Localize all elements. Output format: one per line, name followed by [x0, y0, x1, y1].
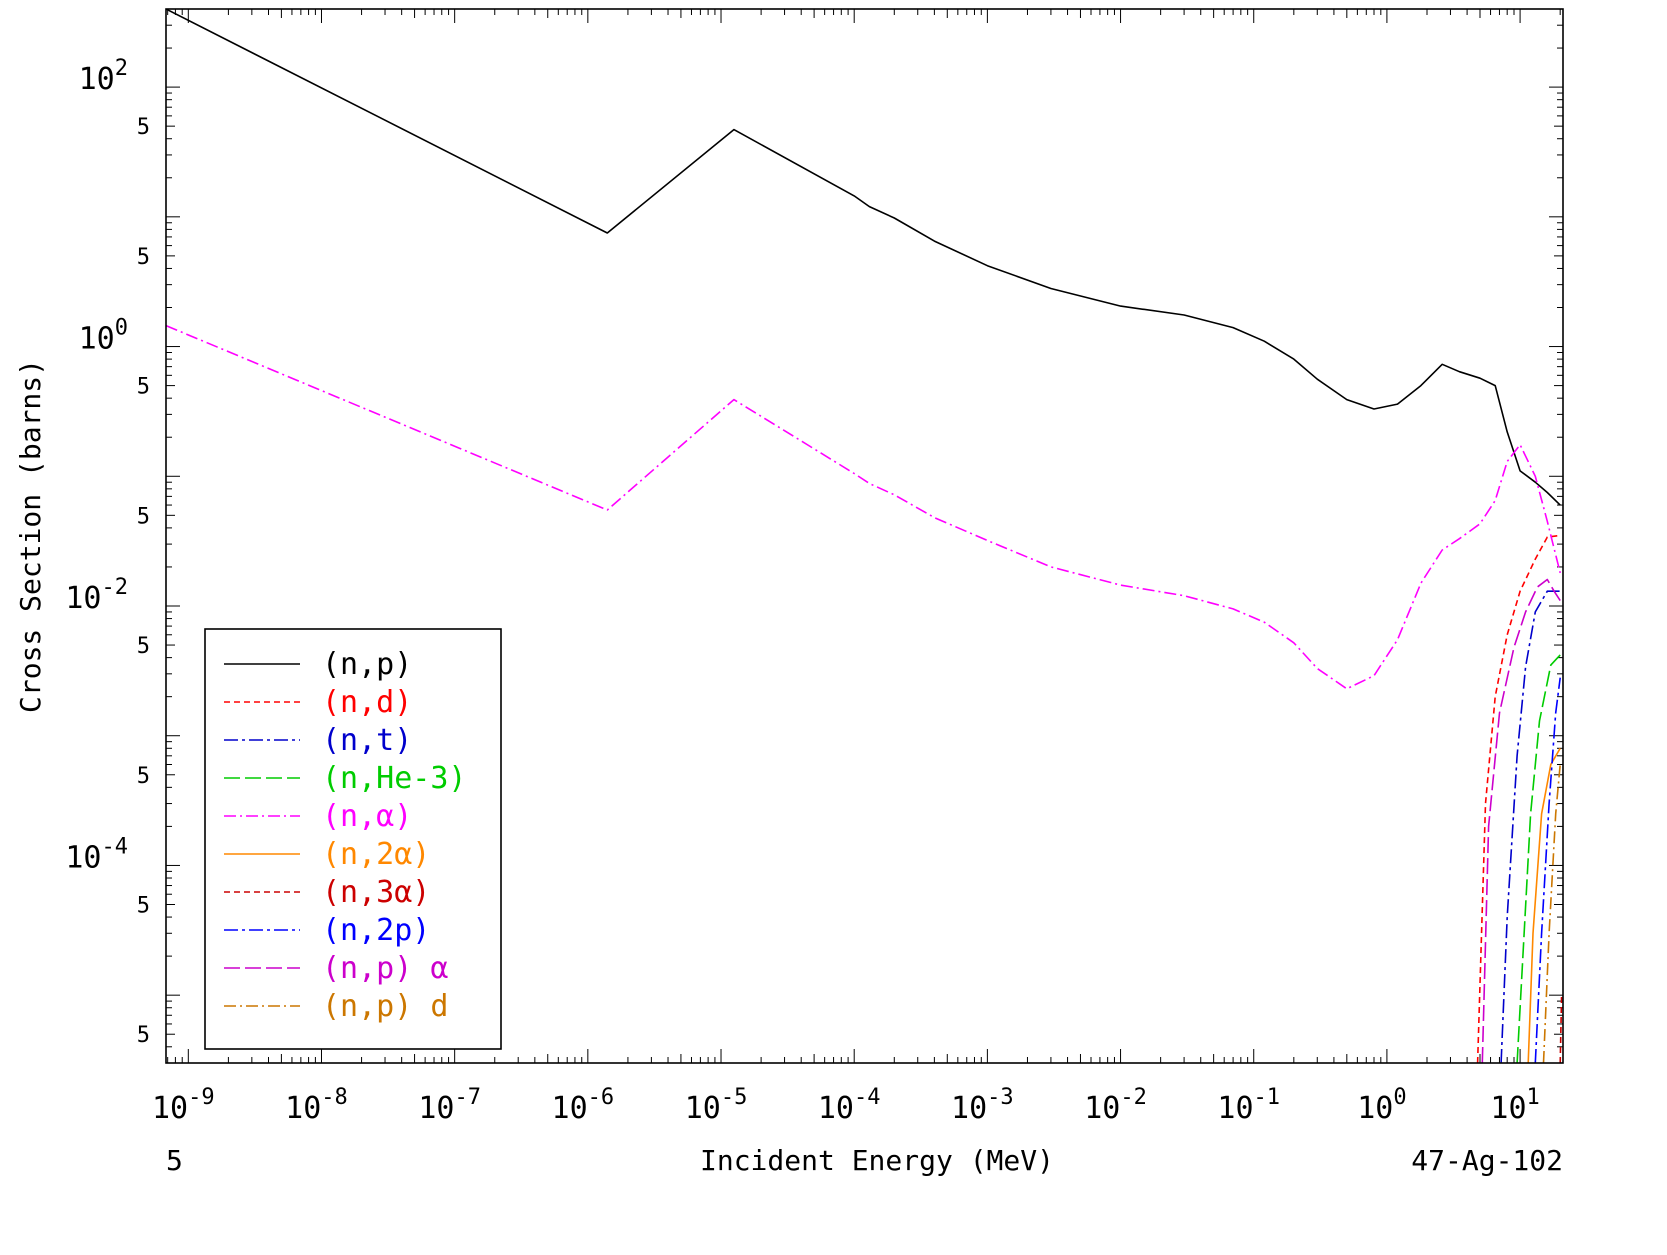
- y-tick-label: 10-2: [65, 575, 128, 616]
- legend-box: [204, 628, 502, 1050]
- footer-right-label: 47-Ag-102: [1411, 1144, 1563, 1177]
- y-minor-tick-label: 5: [137, 375, 150, 400]
- x-tick-label: 10-1: [1217, 1085, 1280, 1126]
- axis-ticks: [166, 8, 1563, 1064]
- y-minor-tick-label: 5: [137, 245, 150, 270]
- y-minor-tick-label: 5: [137, 634, 150, 659]
- x-tick-label: 10-8: [285, 1085, 348, 1126]
- x-tick-label: 10-3: [951, 1085, 1014, 1126]
- x-axis-title: Incident Energy (MeV): [700, 1144, 1054, 1177]
- x-tick-label: 10-2: [1084, 1085, 1147, 1126]
- footer-left-label: 5: [166, 1144, 183, 1177]
- series-line: [1534, 677, 1561, 1063]
- legend-label: (n,p) α: [322, 951, 448, 986]
- legend-label: (n,α): [322, 799, 412, 834]
- series-line: [1476, 534, 1561, 1063]
- series-line: [1542, 764, 1561, 1063]
- y-minor-tick-label: 5: [137, 1023, 150, 1048]
- y-minor-tick-label: 5: [137, 504, 150, 529]
- x-tick-label: 10-4: [818, 1085, 881, 1126]
- legend-label: (n,2α): [322, 837, 430, 872]
- series-line: [1516, 654, 1561, 1063]
- y-tick-label: 100: [79, 316, 128, 357]
- x-tick-label: 100: [1357, 1085, 1406, 1126]
- legend-label: (n,3α): [322, 875, 430, 910]
- y-tick-label: 102: [79, 56, 128, 97]
- x-tick-label: 10-6: [552, 1085, 615, 1126]
- x-tick-label: 10-9: [152, 1085, 215, 1126]
- plot-frame: [165, 8, 1564, 1064]
- x-tick-label: 101: [1490, 1085, 1539, 1126]
- legend: (n,p)(n,d)(n,t)(n,He-3)(n,α)(n,2α)(n,3α)…: [204, 628, 502, 1050]
- axis-tick-labels: 10-9 10-8 10-7 10-6 10-5 10-4 10-3 10-2 10-1 100 1…: [65, 56, 1539, 1126]
- y-axis-title: Cross Section (barns): [14, 359, 47, 713]
- series-line: [166, 324, 1561, 690]
- x-tick-label: 10-5: [685, 1085, 748, 1126]
- legend-label: (n,d): [322, 685, 412, 720]
- legend-label: (n,p): [322, 647, 412, 682]
- series-line: [1481, 578, 1561, 1063]
- y-minor-tick-label: 5: [137, 893, 150, 918]
- series-line: [1500, 590, 1561, 1063]
- y-minor-tick-label: 5: [137, 115, 150, 140]
- y-minor-tick-label: 5: [137, 764, 150, 789]
- series-layer: [166, 9, 1563, 1063]
- legend-label: (n,p) d: [322, 989, 448, 1024]
- x-tick-label: 10-7: [418, 1085, 481, 1126]
- legend-label: (n,2p): [322, 913, 430, 948]
- y-tick-label: 10-4: [65, 834, 128, 875]
- series-line: [1559, 995, 1563, 1063]
- series-line: [166, 9, 1561, 506]
- legend-label: (n,He-3): [322, 761, 467, 796]
- legend-label: (n,t): [322, 723, 412, 758]
- series-line: [1527, 747, 1561, 1063]
